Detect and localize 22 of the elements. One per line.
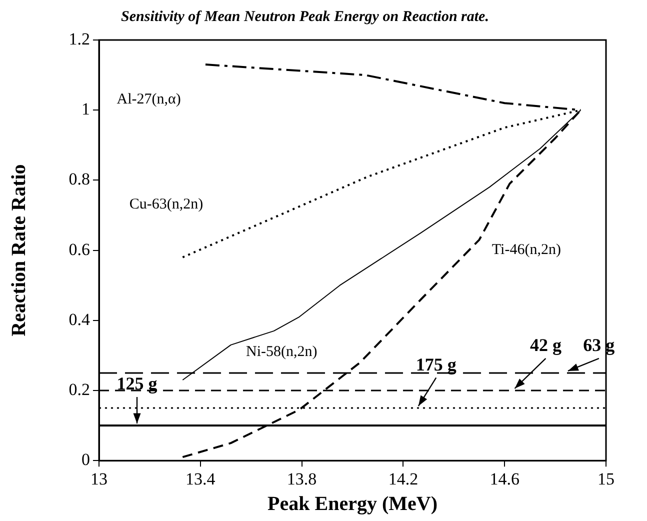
x-tick-label: 14.2 (388, 469, 418, 488)
x-tick-label: 13.4 (186, 469, 216, 488)
y-tick-label: 0.8 (68, 170, 90, 189)
y-tick-label: 0.4 (68, 310, 90, 329)
y-tick-label: 0.2 (68, 380, 90, 399)
y-tick-label: 1.2 (68, 29, 90, 48)
series-label: Ni-58(n,2n) (246, 344, 318, 360)
x-tick-label: 15 (598, 469, 614, 488)
text: Cu-63(n,2n) (129, 196, 204, 213)
x-axis-title: Peak Energy (MeV) (268, 493, 438, 516)
y-tick-label: 0 (82, 450, 90, 470)
x-tick-label: 14.6 (490, 469, 520, 488)
ref-line-label: 42 g (530, 335, 562, 356)
series-label: Ti-46(n,2n) (492, 242, 561, 258)
y-tick-label: 1 (82, 100, 90, 119)
ref-line-label: 63 g (583, 335, 615, 356)
y-tick-label: 0.6 (68, 240, 90, 259)
x-tick-label: 13 (90, 469, 108, 488)
text: Al-27(n,α) (116, 92, 181, 108)
x-tick-label: 13.8 (286, 469, 317, 488)
y-axis-title: Reaction Rate Ratio (8, 164, 30, 336)
chart-title: Sensitivity of Mean Neutron Peak Energy on Reaction rate. (121, 8, 489, 25)
